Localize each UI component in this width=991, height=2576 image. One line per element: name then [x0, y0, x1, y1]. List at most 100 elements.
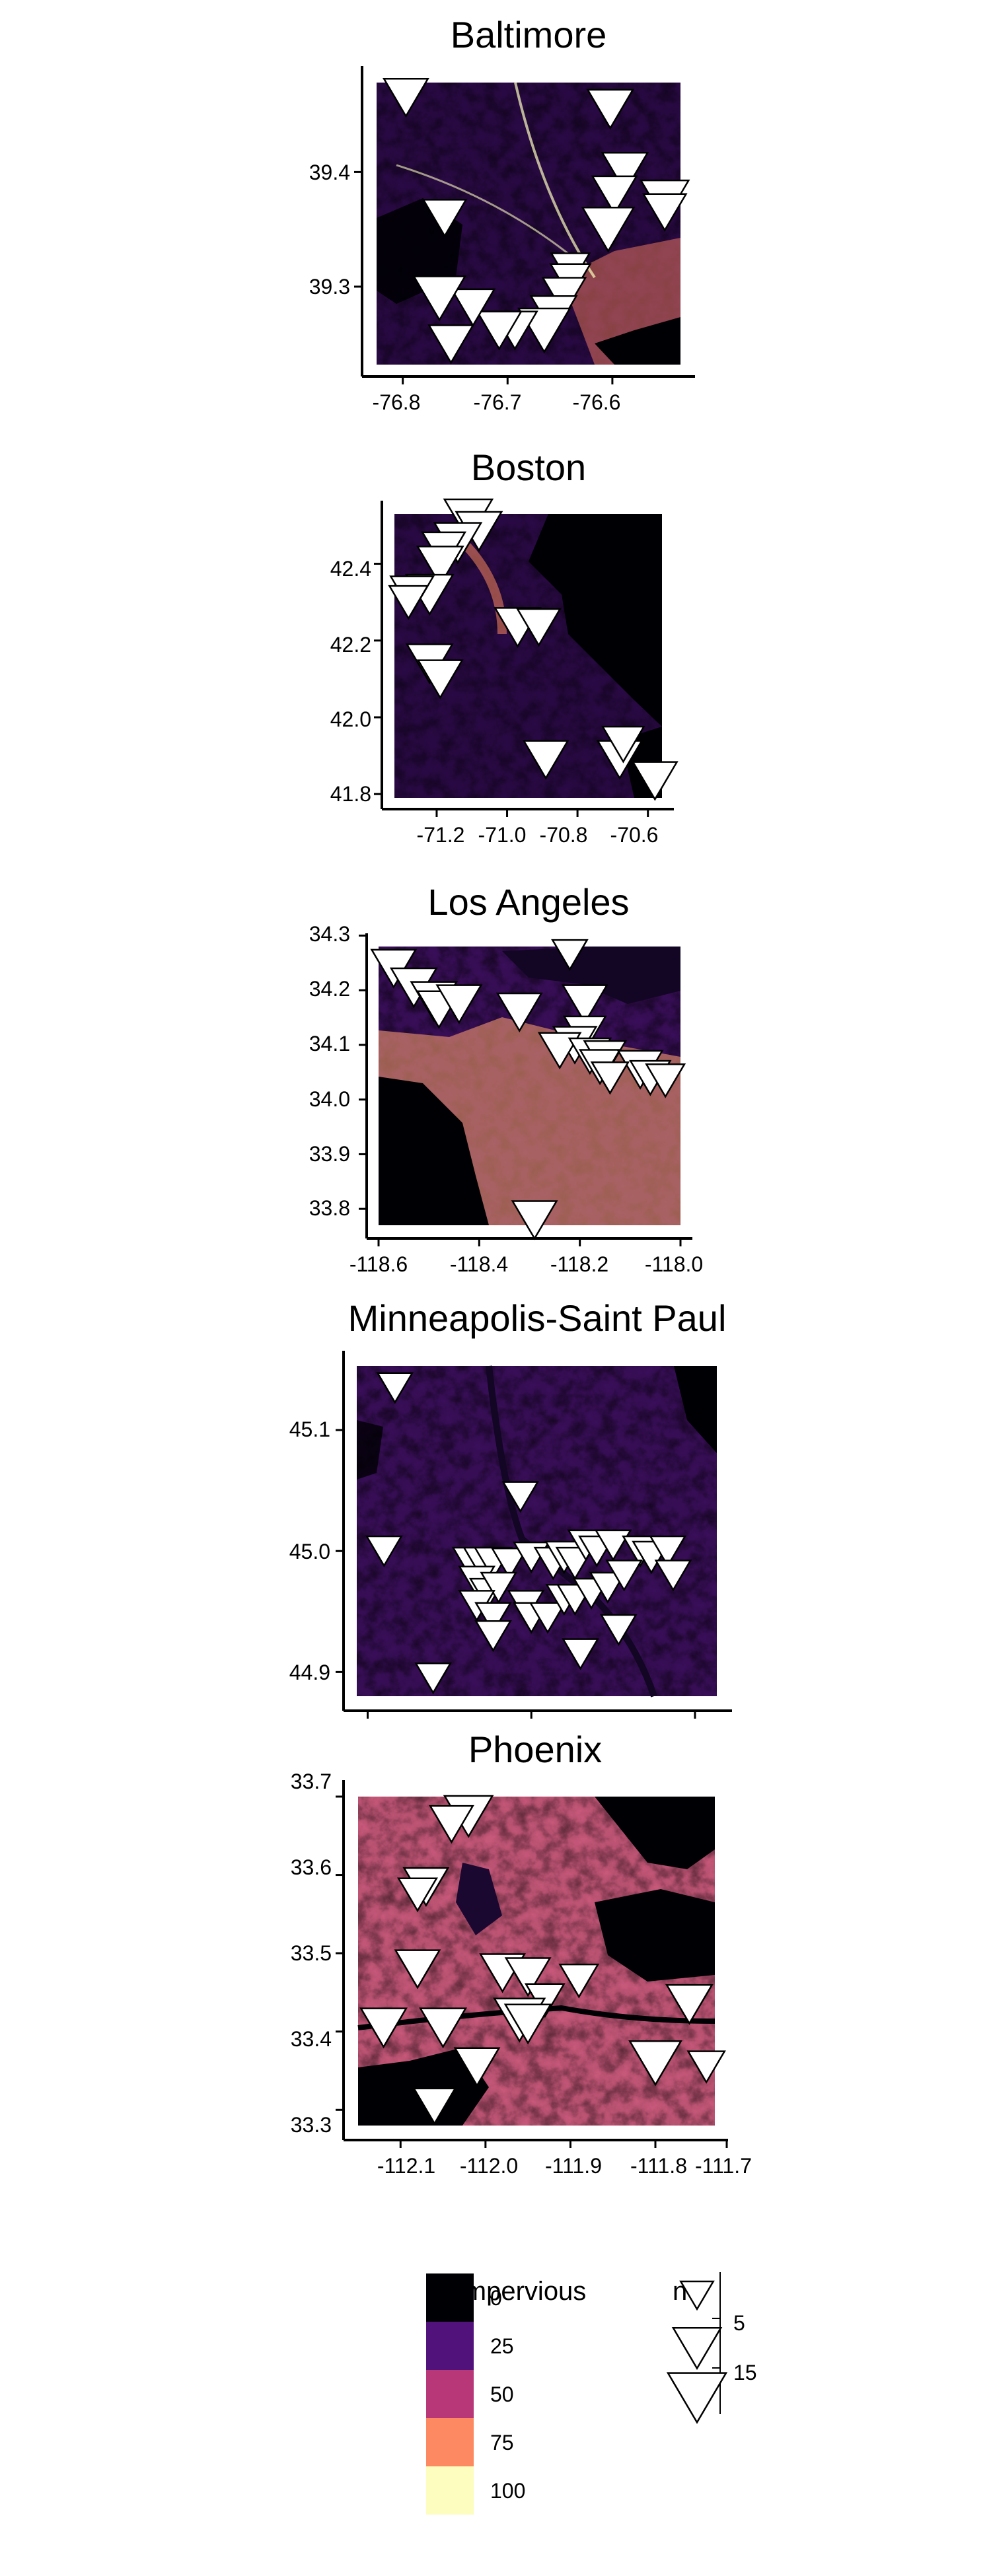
x-tick-label: -71.0 — [478, 823, 527, 847]
site-marker — [427, 324, 475, 365]
x-tick-label: -118.4 — [450, 1252, 508, 1276]
x-tick-label: -76.7 — [474, 390, 522, 414]
site-marker — [453, 2047, 501, 2087]
site-marker — [686, 2050, 726, 2084]
legend-swatch-label: 25 — [490, 2334, 514, 2358]
site-marker — [586, 89, 635, 130]
map-title: Boston — [471, 447, 586, 488]
site-marker — [419, 2007, 467, 2049]
site-marker — [581, 207, 636, 253]
legend-swatch — [426, 2273, 474, 2322]
site-marker — [416, 659, 464, 699]
y-tick-label: 34.2 — [309, 977, 350, 1001]
site-marker — [504, 1957, 552, 1997]
map-panel-minneapolis-saint-paul: Minneapolis-Saint Paul 45.1 45.0 44.9 — [289, 1297, 732, 1719]
site-marker — [591, 175, 638, 215]
site-marker — [600, 1614, 638, 1646]
site-marker — [422, 199, 468, 238]
x-tick-label: -76.6 — [573, 390, 621, 414]
map-title: Minneapolis-Saint Paul — [348, 1297, 727, 1339]
site-marker — [474, 1602, 512, 1634]
legend-swatch-label: 50 — [490, 2382, 514, 2406]
site-marker — [671, 2327, 723, 2371]
y-tick-label: 33.8 — [309, 1196, 350, 1220]
y-tick-label: 33.3 — [291, 2113, 332, 2137]
site-marker — [429, 1805, 474, 1844]
site-marker — [601, 152, 649, 193]
y-tick-label: 34.3 — [309, 922, 350, 946]
impervious-raster — [357, 1365, 717, 1698]
x-tick-label: -111.8 — [630, 2154, 687, 2178]
x-tick-label: -111.9 — [545, 2154, 602, 2178]
site-marker — [382, 78, 429, 118]
site-marker — [416, 546, 464, 587]
y-tick-label: 39.3 — [309, 275, 350, 299]
site-marker — [450, 288, 496, 328]
site-marker — [590, 1061, 630, 1095]
site-marker — [474, 1620, 512, 1653]
x-tick-label: -112.0 — [460, 2154, 518, 2178]
x-tick-label: -71.2 — [417, 823, 465, 847]
map-title: Baltimore — [451, 14, 607, 55]
site-marker — [365, 1535, 403, 1567]
site-marker — [511, 1200, 558, 1240]
x-tick-label: -76.8 — [373, 390, 421, 414]
y-tick-label: 45.1 — [289, 1417, 330, 1441]
y-tick-label: 39.4 — [309, 161, 350, 184]
site-marker — [562, 1638, 599, 1670]
site-marker — [388, 585, 429, 620]
site-marker — [359, 2007, 408, 2049]
x-tick-label: -111.7 — [695, 2154, 752, 2178]
site-marker — [412, 2087, 457, 2126]
map-title: Los Angeles — [427, 881, 629, 923]
x-tick-label: -112.1 — [377, 2154, 435, 2178]
legend-swatch — [426, 2418, 474, 2466]
site-marker — [495, 992, 543, 1033]
site-marker — [476, 310, 523, 351]
legend-swatch — [426, 2322, 474, 2370]
y-tick-label: 34.1 — [309, 1032, 350, 1055]
x-tick-label: -118.6 — [349, 1252, 408, 1276]
site-marker — [490, 1548, 529, 1580]
y-tick-label: 33.4 — [291, 2027, 332, 2051]
site-marker — [558, 1963, 600, 1999]
map-title: Phoenix — [468, 1729, 602, 1770]
site-marker — [414, 1663, 452, 1695]
site-marker — [628, 2040, 682, 2087]
y-tick-label: 33.7 — [291, 1770, 332, 1793]
site-marker — [397, 1877, 438, 1913]
y-tick-label: 33.6 — [291, 1855, 332, 1879]
y-tick-label: 42.2 — [330, 633, 371, 657]
y-tick-label: 45.0 — [289, 1540, 330, 1563]
site-marker — [501, 1481, 540, 1513]
site-marker — [649, 1535, 687, 1567]
y-tick-label: 33.5 — [291, 1941, 332, 1965]
site-marker — [645, 1063, 686, 1098]
map-panel-boston: Boston -71.2 -71.0 -70.8 -70.6 42.4 42.2… — [330, 447, 679, 847]
y-tick-label: 33.9 — [309, 1142, 350, 1166]
y-tick-label: 44.9 — [289, 1661, 330, 1684]
site-marker — [412, 275, 467, 322]
site-marker — [537, 1032, 582, 1070]
legend-swatch — [426, 2370, 474, 2418]
impervious-color-scale: 0 25 50 75 100 — [426, 2273, 525, 2515]
map-panel-baltimore: Baltimore -76.8 -76.7 -76.6 39.4 39.3 — [309, 14, 695, 414]
legend-swatch — [426, 2466, 474, 2515]
x-tick-label: -70.6 — [610, 823, 659, 847]
site-marker — [561, 984, 608, 1024]
site-marker — [605, 1559, 643, 1592]
site-marker — [601, 725, 645, 764]
map-panel-phoenix: Phoenix -112.1 -112.0 -111.9 -111.8 -111… — [291, 1729, 752, 2178]
site-marker — [480, 1571, 518, 1604]
site-marker — [594, 1529, 632, 1561]
n-size-legend — [666, 2280, 728, 2424]
site-marker — [435, 984, 483, 1024]
impervious-raster — [377, 82, 680, 365]
site-marker — [642, 193, 688, 232]
site-marker — [666, 2372, 728, 2424]
y-tick-label: 41.8 — [330, 782, 371, 806]
site-marker — [589, 1571, 627, 1604]
site-marker — [503, 2003, 552, 2045]
site-marker — [665, 1984, 714, 2025]
